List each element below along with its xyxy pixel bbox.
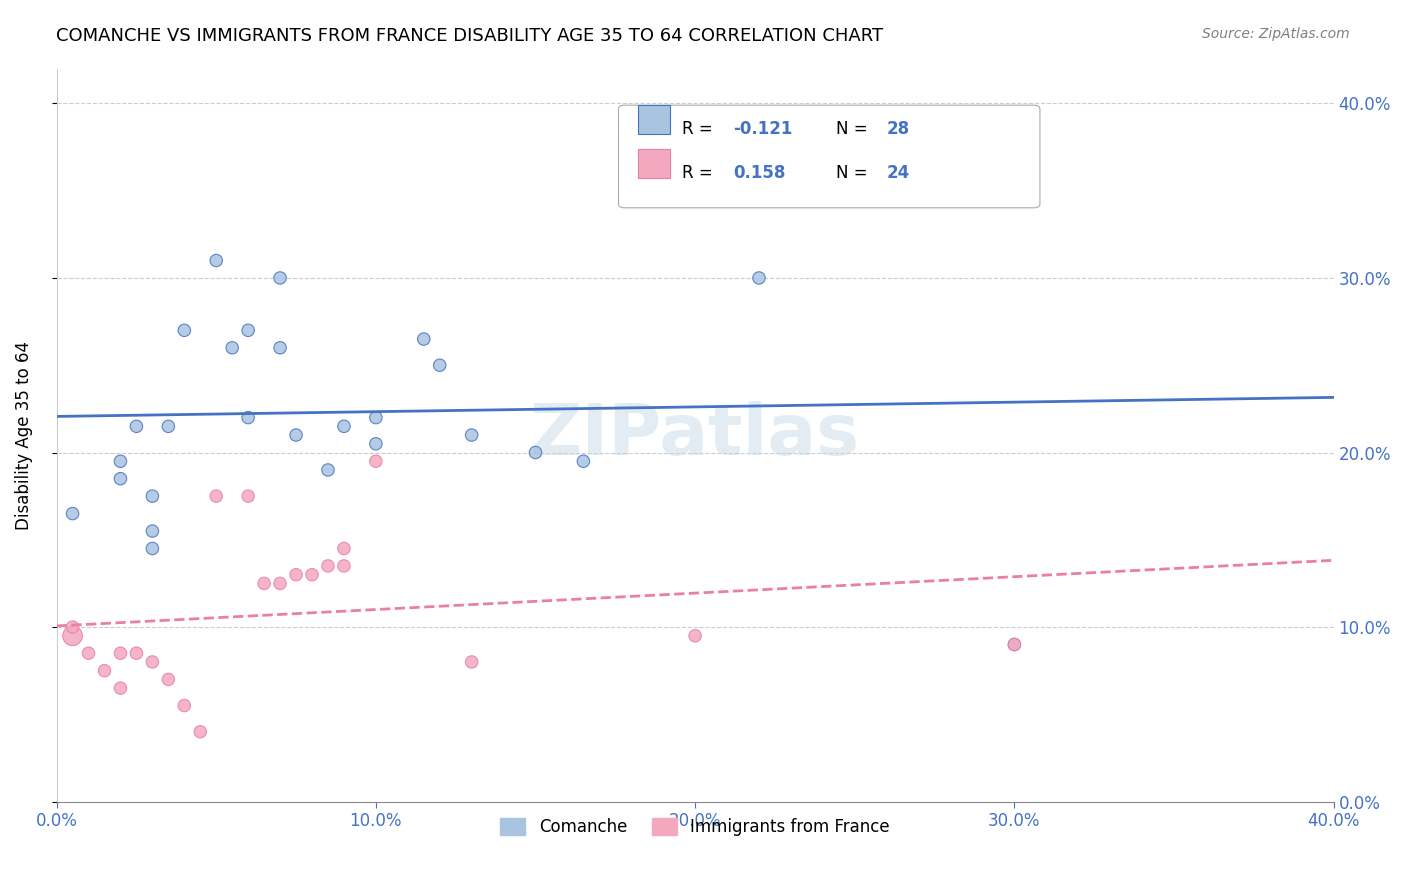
Point [110, 454, 132, 468]
Point [364, 410, 387, 425]
Point [285, 567, 308, 582]
Point [62, 629, 84, 643]
Text: N =: N = [835, 164, 873, 182]
Point [316, 558, 339, 573]
Point [333, 541, 356, 556]
Point [1002, 638, 1025, 652]
Point [460, 655, 482, 669]
Point [110, 472, 132, 486]
Point [269, 271, 291, 285]
Point [173, 323, 195, 337]
Point [333, 558, 356, 573]
Point [253, 576, 276, 591]
Text: 0.158: 0.158 [734, 164, 786, 182]
Text: Source: ZipAtlas.com: Source: ZipAtlas.com [1202, 27, 1350, 41]
Text: -0.121: -0.121 [734, 120, 793, 138]
Point [301, 567, 323, 582]
Point [412, 332, 434, 346]
Legend: Comanche, Immigrants from France: Comanche, Immigrants from France [492, 810, 898, 845]
Point [110, 646, 132, 660]
FancyBboxPatch shape [619, 105, 1040, 208]
Point [238, 323, 260, 337]
Point [141, 489, 163, 503]
Text: 28: 28 [887, 120, 910, 138]
Point [238, 489, 260, 503]
Text: R =: R = [682, 164, 718, 182]
Point [316, 463, 339, 477]
Point [364, 437, 387, 451]
Point [364, 454, 387, 468]
Point [141, 524, 163, 538]
Point [173, 698, 195, 713]
Point [62, 507, 84, 521]
Point [205, 253, 228, 268]
Text: R =: R = [682, 120, 718, 138]
Point [238, 410, 260, 425]
Point [221, 341, 243, 355]
Point [620, 175, 643, 189]
Point [125, 646, 148, 660]
Point [460, 428, 482, 442]
Point [62, 620, 84, 634]
Point [572, 454, 595, 468]
Point [77, 646, 100, 660]
Text: N =: N = [835, 120, 873, 138]
Point [205, 489, 228, 503]
Point [125, 419, 148, 434]
Bar [638, 149, 669, 178]
Point [333, 419, 356, 434]
Point [141, 541, 163, 556]
Point [157, 673, 180, 687]
Bar [638, 105, 669, 135]
Text: COMANCHE VS IMMIGRANTS FROM FRANCE DISABILITY AGE 35 TO 64 CORRELATION CHART: COMANCHE VS IMMIGRANTS FROM FRANCE DISAB… [56, 27, 883, 45]
Point [141, 655, 163, 669]
Point [93, 664, 115, 678]
Point [524, 445, 547, 459]
Y-axis label: Disability Age 35 to 64: Disability Age 35 to 64 [15, 341, 32, 530]
Point [285, 428, 308, 442]
Point [157, 419, 180, 434]
Point [188, 724, 211, 739]
Point [683, 629, 706, 643]
Point [1002, 638, 1025, 652]
Text: ZIPatlas: ZIPatlas [530, 401, 860, 469]
Point [269, 341, 291, 355]
Point [748, 271, 770, 285]
Point [429, 358, 451, 372]
Text: 24: 24 [887, 164, 910, 182]
Point [269, 576, 291, 591]
Point [110, 681, 132, 695]
